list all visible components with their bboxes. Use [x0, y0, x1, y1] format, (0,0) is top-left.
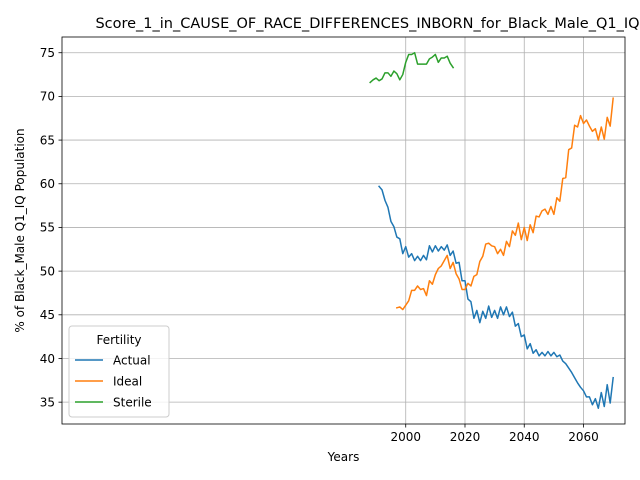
x-tick-label: 2060 — [568, 430, 599, 444]
chart-title: Score_1_in_CAUSE_OF_RACE_DIFFERENCES_INB… — [95, 16, 639, 32]
x-tick-label: 2000 — [390, 430, 421, 444]
y-tick-label: 40 — [40, 352, 55, 366]
y-tick-label: 35 — [40, 395, 55, 409]
y-tick-label: 60 — [40, 177, 55, 191]
y-tick-label: 45 — [40, 308, 55, 322]
legend-label-sterile: Sterile — [113, 395, 152, 409]
legend-label-ideal: Ideal — [113, 374, 142, 388]
y-tick-label: 70 — [40, 90, 55, 104]
y-tick-label: 50 — [40, 264, 55, 278]
x-tick-label: 2040 — [509, 430, 540, 444]
series-line-actual — [378, 185, 614, 410]
plot-area-frame — [61, 36, 626, 425]
series-line-sterile — [369, 51, 455, 84]
legend-items: Actual Ideal Sterile — [75, 353, 152, 409]
y-tick-label: 55 — [40, 221, 55, 235]
legend-title: Fertility — [96, 333, 141, 347]
legend-label-actual: Actual — [113, 353, 151, 367]
x-axis-label: Years — [327, 450, 360, 464]
series-lines — [369, 51, 614, 410]
y-tick-label: 75 — [40, 46, 55, 60]
legend: Fertility Actual Ideal Sterile — [68, 325, 170, 418]
axis-ticks: 2000 2020 2040 2060 35 40 45 50 55 60 65 70 75 — [40, 46, 599, 444]
y-axis-label: % of Black_Male Q1_IQ Population — [13, 128, 27, 332]
series-line-ideal — [395, 97, 614, 311]
y-tick-label: 65 — [40, 133, 55, 147]
x-tick-label: 2020 — [450, 430, 481, 444]
legend-box — [68, 325, 170, 418]
